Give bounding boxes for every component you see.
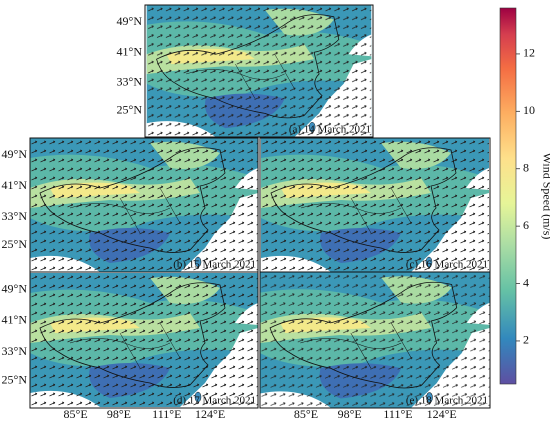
colorbar-tick-label: 2: [523, 333, 529, 347]
map-panel: [30, 272, 258, 408]
map-panel: [260, 272, 490, 408]
colorbar-label: Wind Speed (m/s): [540, 153, 550, 240]
panel-frame: [29, 271, 259, 409]
lat-label: 41°N: [2, 178, 28, 192]
colorbar-tick-label: 6: [523, 218, 529, 232]
panel-frame: [259, 271, 491, 409]
lat-label: 25°N: [117, 102, 143, 116]
panel-label: (c) 16 March 2021: [406, 259, 488, 271]
lat-label: 33°N: [117, 75, 143, 89]
lon-label: 85°E: [294, 407, 318, 421]
colorbar-tick-label: 8: [523, 160, 529, 174]
panel-label: (a) 14 March 2021: [289, 124, 371, 136]
map-panel: [146, 5, 372, 137]
lat-label: 33°N: [2, 344, 28, 358]
lat-label: 49°N: [2, 281, 28, 295]
panel-label: (b) 15 March 2021: [173, 259, 256, 271]
lon-label: 111°E: [383, 407, 412, 421]
colorbar-tick-label: 10: [523, 103, 535, 117]
lon-label: 124°E: [427, 407, 457, 421]
lon-label: 85°E: [64, 407, 88, 421]
lat-label: 49°N: [117, 14, 143, 28]
panel-label: (e) 18 March 2021: [406, 395, 488, 407]
lat-label: 41°N: [2, 313, 28, 327]
lon-label: 124°E: [195, 407, 225, 421]
lon-label: 98°E: [107, 407, 131, 421]
lat-label: 49°N: [2, 147, 28, 161]
map-panel: [30, 138, 258, 272]
colorbar-tick-label: 12: [523, 46, 535, 60]
panel-label: (d) 17 March 2021: [173, 395, 256, 407]
lat-label: 25°N: [2, 237, 28, 251]
lon-label: 111°E: [152, 407, 181, 421]
lat-label: 33°N: [2, 209, 28, 223]
map-panel: [260, 138, 490, 272]
lon-label: 98°E: [338, 407, 362, 421]
colorbar: [499, 7, 517, 385]
colorbar-tick-label: 4: [523, 275, 529, 289]
lat-label: 41°N: [117, 44, 143, 58]
lat-label: 25°N: [2, 373, 28, 387]
panels: (a) 14 March 2021 49°N 41°N 33°N 25°N (b) 15 …: [2, 4, 491, 421]
panel-frame: [144, 4, 374, 138]
